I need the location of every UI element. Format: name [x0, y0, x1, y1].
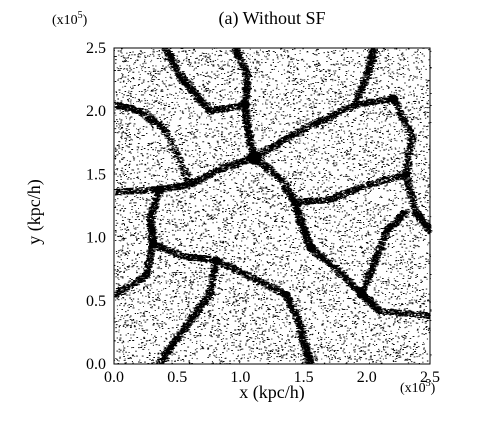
x-axis-label: x (kpc/h)	[239, 382, 304, 403]
y-tick-label: 2.5	[86, 40, 106, 57]
y-axis-label: y (kpc/h)	[24, 179, 45, 244]
chart-title: (a) Without SF	[219, 8, 326, 29]
x-tick-label: 2.0	[357, 369, 377, 386]
x-tick-label: 2.5	[420, 369, 440, 386]
y-tick-label: 0.5	[86, 293, 106, 310]
x-multiplier-base: (x10	[400, 381, 426, 396]
y-tick-label: 1.0	[86, 230, 106, 247]
y-tick-label: 0.0	[86, 356, 106, 373]
y-tick-label: 2.0	[86, 103, 106, 120]
y-multiplier: (x105)	[52, 10, 88, 28]
y-multiplier-exp: 5	[78, 10, 83, 21]
x-tick-label: 0.5	[167, 369, 187, 386]
particle-points	[114, 47, 433, 365]
y-tick-labels: 0.0 0.5 1.0 1.5 2.0 2.5	[86, 40, 106, 373]
y-multiplier-base: (x10	[52, 13, 78, 28]
x-multiplier-exp: 5	[426, 378, 431, 389]
x-multiplier: (x105)	[400, 378, 436, 396]
x-multiplier-close: )	[431, 381, 436, 396]
plot-area	[114, 47, 433, 365]
y-tick-label: 1.5	[86, 166, 106, 183]
x-tick-label: 1.5	[294, 369, 314, 386]
x-tick-label: 1.0	[230, 369, 250, 386]
y-multiplier-close: )	[83, 13, 88, 28]
x-tick-labels: 0.0 0.5 1.0 1.5 2.0 2.5	[104, 369, 440, 386]
x-tick-label: 0.0	[104, 369, 124, 386]
plot-frame	[113, 47, 431, 365]
